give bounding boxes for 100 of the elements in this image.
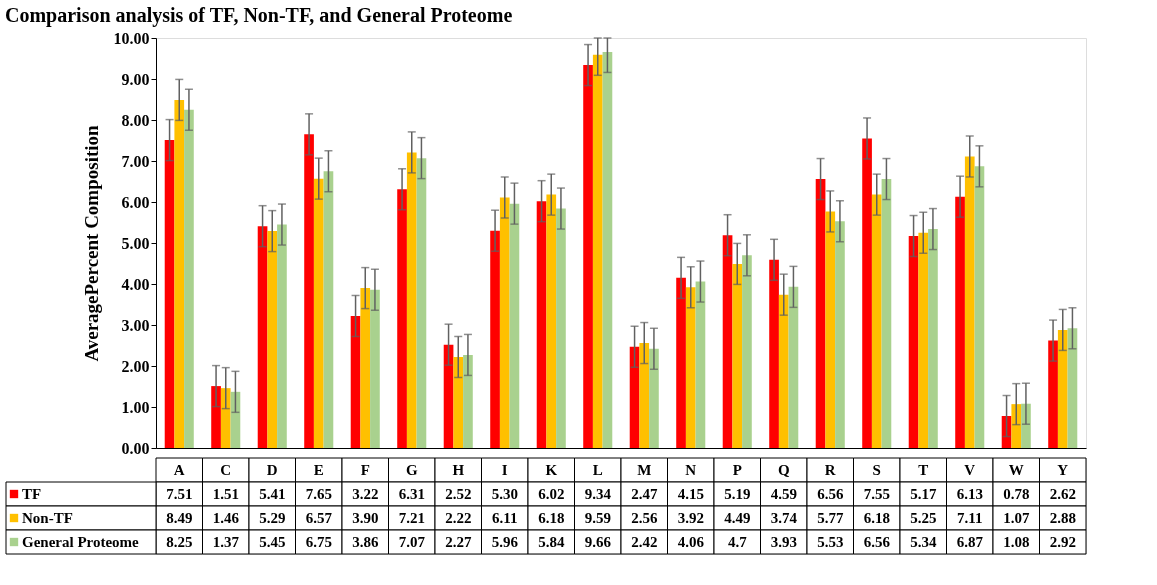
bar: [974, 166, 985, 448]
data-label: 6.18: [538, 510, 565, 526]
bar: [722, 235, 733, 448]
bar: [499, 197, 510, 448]
bar: [490, 230, 500, 448]
y-tick-label: 8.00: [121, 111, 150, 129]
data-label: 2.56: [631, 510, 658, 526]
data-label: 2.42: [631, 534, 658, 550]
y-tick-label: 10.00: [113, 29, 150, 47]
data-label: 7.11: [957, 510, 983, 526]
bar: [277, 224, 287, 448]
data-label: 6.02: [538, 486, 565, 502]
data-label: 4.59: [770, 486, 797, 502]
data-label: 7.51: [166, 486, 193, 502]
data-label: 4.49: [724, 510, 751, 526]
y-tick-label: 0.00: [121, 439, 150, 457]
bar: [695, 281, 706, 448]
data-label: 7.65: [305, 486, 332, 502]
y-tick-label: 3.00: [121, 316, 150, 334]
bar: [220, 388, 231, 448]
bar: [685, 287, 696, 448]
legend-label: Non-TF: [22, 510, 73, 526]
data-label: 8.25: [166, 534, 193, 550]
data-label: 4.7: [727, 534, 748, 550]
data-label: 2.22: [445, 510, 472, 526]
data-label: 5.30: [491, 486, 518, 502]
y-tick-label: 4.00: [121, 275, 150, 293]
bar: [360, 288, 371, 448]
x-tick-label: P: [732, 462, 742, 478]
bar: [1067, 328, 1078, 448]
bar: [304, 134, 314, 448]
data-label: 1.07: [1003, 510, 1030, 526]
data-label: 5.53: [817, 534, 844, 550]
x-tick-label: W: [1008, 462, 1024, 478]
bar: [908, 236, 919, 448]
data-label: 6.11: [492, 510, 518, 526]
data-label: 5.84: [538, 534, 565, 550]
bar: [257, 226, 268, 448]
y-tick-label: 2.00: [121, 357, 150, 375]
bar: [397, 189, 407, 448]
x-tick-label: H: [452, 462, 465, 478]
bar: [769, 259, 779, 448]
data-label: 3.93: [770, 534, 797, 550]
bar: [881, 179, 892, 448]
bar: [815, 179, 826, 448]
data-label: 2.47: [631, 486, 658, 502]
data-label: 5.34: [910, 534, 937, 550]
x-tick-label: S: [872, 462, 881, 478]
y-tick-label: 1.00: [121, 398, 150, 416]
x-tick-label: Y: [1057, 462, 1069, 478]
bar: [164, 140, 175, 448]
chart-title: Comparison analysis of TF, Non-TF, and General Proteome: [5, 3, 513, 27]
bar: [350, 315, 361, 448]
bar: [546, 194, 557, 448]
data-label: 0.78: [1003, 486, 1030, 502]
y-tick-label: 7.00: [121, 152, 150, 170]
bar: [732, 263, 743, 448]
bar: [639, 343, 650, 448]
bar: [509, 203, 520, 448]
x-tick-label: G: [405, 462, 418, 478]
bar: [592, 54, 603, 448]
bar: [211, 386, 221, 448]
x-tick-label: T: [918, 462, 929, 478]
legend-label: TF: [22, 486, 42, 502]
data-label: 2.88: [1049, 510, 1076, 526]
data-label: 8.49: [166, 510, 193, 526]
x-tick-label: I: [501, 462, 508, 478]
bar: [323, 171, 334, 448]
x-tick-label: D: [266, 462, 278, 478]
bar: [602, 51, 613, 448]
bar: [174, 99, 185, 448]
bar: [313, 178, 324, 448]
bar: [583, 65, 593, 448]
data-label: 7.21: [398, 510, 425, 526]
data-label: 6.18: [863, 510, 890, 526]
data-label: 6.75: [305, 534, 332, 550]
y-tick-label: 5.00: [121, 234, 150, 252]
data-label: 2.27: [445, 534, 472, 550]
bar: [862, 138, 872, 448]
data-label: 3.86: [352, 534, 379, 550]
bar: [1057, 329, 1068, 448]
bar: [629, 346, 640, 448]
data-label: 5.41: [259, 486, 286, 502]
data-label: 7.07: [398, 534, 426, 550]
data-label: 9.34: [584, 486, 612, 502]
bar: [184, 109, 194, 448]
data-label: 5.45: [259, 534, 286, 550]
data-label: 2.92: [1049, 534, 1076, 550]
data-label: 3.92: [677, 510, 704, 526]
bar: [871, 194, 882, 448]
bar: [788, 286, 799, 448]
bar: [463, 354, 473, 448]
bar: [370, 289, 380, 448]
bar: [742, 255, 752, 448]
data-label: 2.52: [445, 486, 472, 502]
bar: [267, 231, 278, 448]
x-tick-label: N: [685, 462, 697, 478]
data-label: 6.56: [817, 486, 844, 502]
data-label: 3.90: [352, 510, 379, 526]
data-label: 4.15: [677, 486, 704, 502]
